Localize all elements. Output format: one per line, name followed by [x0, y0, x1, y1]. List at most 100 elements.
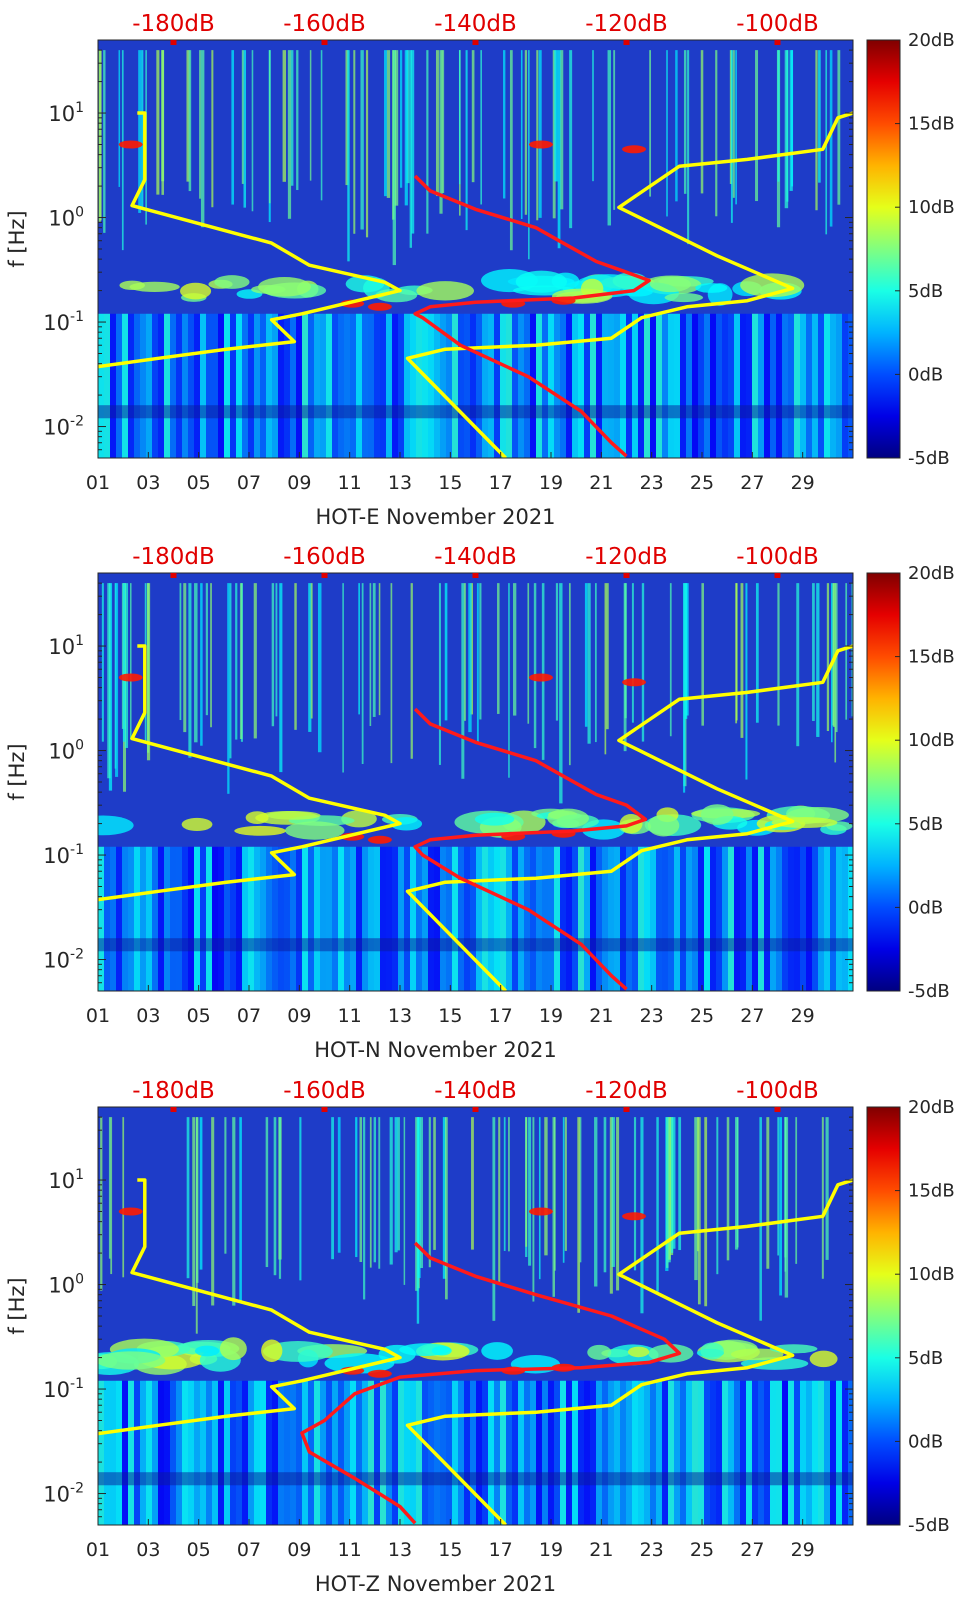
x-tick-label: 29	[791, 1539, 815, 1561]
x-tick-label: 21	[589, 1539, 613, 1561]
x-tick-label: 25	[690, 472, 714, 494]
top-axis-label: -180dB	[132, 11, 215, 37]
top-axis-label: -120dB	[585, 11, 668, 37]
y-tick-label: 101	[48, 1167, 84, 1193]
colorbar	[866, 39, 901, 459]
x-tick-label: 03	[136, 472, 160, 494]
x-tick-label: 01	[86, 1539, 110, 1561]
series-curve-1	[98, 111, 402, 369]
x-tick-label: 03	[136, 1005, 160, 1027]
top-axis-tick	[170, 40, 177, 45]
top-axis-tick	[774, 1107, 781, 1112]
spectrogram-image	[98, 573, 853, 991]
x-axis-label: HOT-Z November 2021	[315, 1572, 556, 1596]
colorbar-tick-label: 15dB	[908, 1181, 955, 1202]
top-axis-label: -120dB	[585, 544, 668, 570]
colorbar-tick-label: 20dB	[908, 30, 955, 51]
top-axis-label: -140dB	[434, 544, 517, 570]
top-axis-tick	[472, 1107, 479, 1112]
colorbar-tick-label: -5dB	[908, 448, 950, 469]
top-axis-tick	[774, 573, 781, 578]
series-curve-2	[405, 111, 853, 458]
top-axis-tick	[170, 1107, 177, 1112]
x-tick-label: 17	[489, 1539, 513, 1561]
top-axis-label: -140dB	[434, 1078, 517, 1104]
x-tick-label: 09	[287, 1539, 311, 1561]
x-tick-label: 05	[187, 1005, 211, 1027]
colorbar-tick-label: 0dB	[908, 1431, 943, 1452]
x-tick-label: 15	[438, 1005, 462, 1027]
x-tick-label: 15	[438, 472, 462, 494]
top-axis-label: -180dB	[132, 1078, 215, 1104]
x-tick-label: 25	[690, 1005, 714, 1027]
x-tick-label: 27	[740, 1539, 764, 1561]
y-tick-label: 100	[48, 205, 84, 231]
x-tick-label: 07	[237, 1539, 261, 1561]
y-tick-label: 10-1	[43, 1376, 84, 1402]
y-tick-label: 10-2	[43, 1481, 84, 1507]
y-tick-label: 10-1	[43, 309, 84, 335]
x-tick-label: 19	[539, 472, 563, 494]
x-tick-label: 23	[640, 1005, 664, 1027]
top-axis-tick	[321, 573, 328, 578]
x-tick-label: 01	[86, 472, 110, 494]
panel-2: 01 03 05 07 09 11 13 15 17 19 21 23 25 27 29 HOT-N Nove…	[5, 544, 955, 1062]
colorbar-tick-label: 15dB	[908, 647, 955, 668]
x-tick-label: 13	[388, 472, 412, 494]
colorbar-tick-label: 0dB	[908, 897, 943, 918]
series-curve-1	[98, 644, 402, 902]
x-tick-label: 23	[640, 1539, 664, 1561]
y-axis-label: f [Hz]	[5, 743, 29, 800]
top-axis-tick	[170, 573, 177, 578]
colorbar-tick-label: 10dB	[908, 1264, 955, 1285]
x-tick-label: 11	[338, 1005, 362, 1027]
y-tick-label: 101	[48, 633, 84, 659]
x-tick-label: 25	[690, 1539, 714, 1561]
colorbar-tick-label: 5dB	[908, 814, 943, 835]
x-tick-label: 17	[489, 1005, 513, 1027]
top-axis-label: -160dB	[283, 544, 366, 570]
top-axis-label: -180dB	[132, 544, 215, 570]
panel-1: 01 03 05 07 09 11 13 15 17 19 21 23 25 27 29 HOT-E Nove…	[5, 11, 955, 529]
x-tick-label: 07	[237, 472, 261, 494]
x-tick-label: 03	[136, 1539, 160, 1561]
top-axis-label: -160dB	[283, 1078, 366, 1104]
colorbar-tick-label: 20dB	[908, 1097, 955, 1118]
top-axis-tick	[472, 573, 479, 578]
x-tick-label: 27	[740, 472, 764, 494]
y-axis-label: f [Hz]	[5, 210, 29, 267]
top-axis-label: -160dB	[283, 11, 366, 37]
colorbar-tick-label: 20dB	[908, 563, 955, 584]
top-axis-tick	[774, 40, 781, 45]
x-tick-label: 09	[287, 472, 311, 494]
top-axis-tick	[321, 40, 328, 45]
series-curve-3	[413, 707, 648, 991]
x-tick-label: 23	[640, 472, 664, 494]
series-curve-1	[98, 1178, 402, 1436]
x-tick-label: 19	[539, 1539, 563, 1561]
top-axis-label: -100dB	[736, 11, 819, 37]
colorbar-tick-label: 15dB	[908, 114, 955, 135]
top-axis-tick	[321, 1107, 328, 1112]
series-curve-2	[405, 1178, 853, 1525]
colorbar-tick-label: 10dB	[908, 730, 955, 751]
top-axis-tick	[623, 40, 630, 45]
panel-3: 01 03 05 07 09 11 13 15 17 19 21 23 25 27 29 HOT-Z Nove…	[5, 1078, 955, 1596]
x-tick-label: 11	[338, 1539, 362, 1561]
y-axis-label: f [Hz]	[5, 1277, 29, 1334]
x-tick-label: 05	[187, 1539, 211, 1561]
x-axis-label: HOT-E November 2021	[315, 505, 555, 529]
y-tick-label: 10-2	[43, 947, 84, 973]
series-curve-3	[300, 1241, 682, 1525]
spectrogram-image	[98, 1107, 853, 1525]
x-tick-label: 15	[438, 1539, 462, 1561]
x-tick-label: 21	[589, 1005, 613, 1027]
y-tick-label: 10-2	[43, 414, 84, 440]
top-axis-label: -120dB	[585, 1078, 668, 1104]
x-axis-label: HOT-N November 2021	[314, 1038, 557, 1062]
colorbar-tick-label: 5dB	[908, 281, 943, 302]
x-tick-label: 29	[791, 1005, 815, 1027]
top-axis-label: -100dB	[736, 544, 819, 570]
colorbar-tick-label: 0dB	[908, 364, 943, 385]
top-axis-tick	[472, 40, 479, 45]
